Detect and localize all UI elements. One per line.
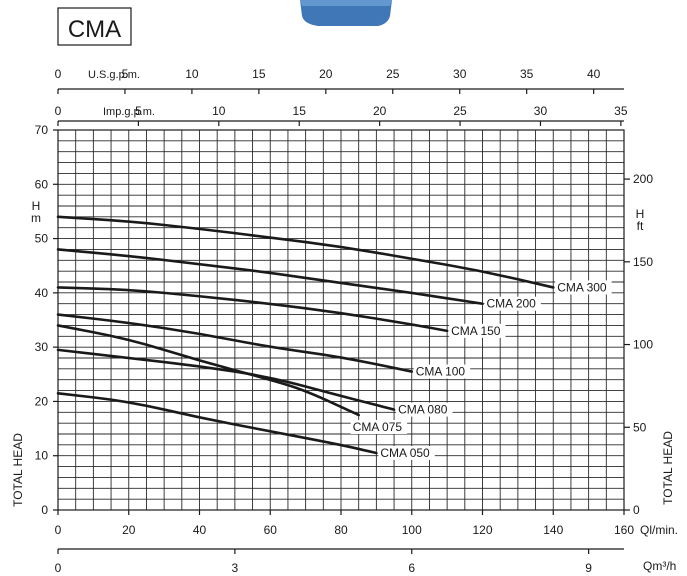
lpm-tick-label: 60 [264,523,278,537]
curve-cma-100 [56,313,414,373]
y-left-tick-label: 20 [35,394,49,408]
usgpm-tick-label: 40 [587,67,601,81]
curve-label-backdrop [413,364,471,379]
y-right-tick-label: 50 [633,420,647,434]
m3h-tick-label: 6 [408,561,415,575]
curve-label: CMA 200 [487,297,537,311]
y-left-tick-label: 60 [35,177,49,191]
curve-cma-150 [56,286,449,333]
y-left-tick-label: 40 [35,286,49,300]
impgpm-tick-label: 0 [55,104,62,118]
lpm-tick-label: 20 [122,523,136,537]
lpm-tick-label: 80 [334,523,348,537]
usgpm-tick-label: 10 [185,67,199,81]
curve-label-backdrop [484,296,541,311]
curve-cma-300 [56,215,555,289]
pump-image [300,0,392,26]
curve-cma-050 [56,391,378,455]
y-left-tick-label: 50 [35,232,49,246]
curve-label: CMA 050 [380,446,430,460]
usgpm-tick-label: 30 [453,67,467,81]
y-right-title: TOTAL HEAD [661,431,675,505]
usgpm-tick-label: 15 [252,67,266,81]
y-left-unit-m: m [31,211,41,225]
y-right-unit-h: H [636,207,645,221]
lpm-axis-label: Ql/min. [640,523,678,537]
curve-label-backdrop [350,420,408,434]
usgpm-tick-label: 35 [520,67,534,81]
title-box: CMA [57,7,132,46]
m3h-tick-label: 3 [232,561,239,575]
curve-cma-075 [56,324,360,417]
lpm-tick-label: 140 [543,523,563,537]
lpm-tick-label: 120 [472,523,492,537]
impgpm-tick-label: 5 [135,104,142,118]
top-flow-axes: U.S.g.p.m. Imp.g.p.m. 0 5 10 15 20 25 30 35 40 0 5… [55,67,628,126]
m3h-axis-label: Qm³/h [643,559,676,573]
curve-label: CMA 150 [451,324,501,338]
usgpm-tick-label: 20 [319,67,333,81]
impgpm-tick-label: 10 [212,104,226,118]
y-left-title: TOTAL HEAD [11,433,25,507]
usgpm-axis-label: U.S.g.p.m. [88,69,140,81]
y-right-unit-ft: ft [637,219,644,233]
y-right-tick-label: 100 [633,338,653,352]
y-right-tick-label: 200 [633,172,653,186]
y-right-tick-label: 150 [633,255,653,269]
y-right-tick-label: 0 [633,503,640,517]
lpm-tick-label: 40 [193,523,207,537]
impgpm-tick-label: 35 [614,104,628,118]
pump-curves: CMA 300 CMA 200 CMA 150 CMA 100 CMA 080 CMA 0… [56,215,612,460]
impgpm-tick-label: 30 [534,104,548,118]
curve-label-backdrop [378,446,435,460]
impgpm-axis-label: Imp.g.p.m. [103,106,155,118]
y-left-unit-h: H [32,199,41,213]
grid [57,129,625,511]
lpm-tick-label: 0 [55,523,62,537]
curve-label-backdrop [449,323,506,338]
impgpm-tick-label: 20 [373,104,387,118]
m3h-tick-label: 9 [585,561,592,575]
curve-cma-080 [56,348,396,411]
usgpm-tick-label: 25 [386,67,400,81]
bottom-flow-axes: Ql/min. Qm³/h 0 20 40 60 80 100 120 140 160 0 3 6 9 [55,510,678,575]
impgpm-tick-label: 15 [293,104,307,118]
y-left-tick-label: 70 [35,123,49,137]
lpm-tick-label: 160 [614,523,634,537]
curve-label: CMA 300 [557,280,607,294]
chart-title: CMA [68,16,121,43]
y-left-tick-label: 10 [35,449,49,463]
y-left-tick-label: 30 [35,340,49,354]
curve-label: CMA 080 [398,403,448,417]
impgpm-tick-label: 25 [453,104,467,118]
curve-label-backdrop [396,402,453,417]
curve-label-backdrop [555,280,612,295]
y-left-axis: H m TOTAL HEAD 0 10 20 30 40 50 60 70 [11,123,58,517]
curve-cma-200 [56,248,484,306]
curve-label: CMA 075 [353,420,403,434]
m3h-tick-label: 0 [55,561,62,575]
y-right-axis: H ft TOTAL HEAD 0 50 100 150 200 [624,172,675,517]
lpm-tick-label: 100 [402,523,422,537]
curve-label: CMA 100 [416,365,466,379]
y-left-tick-label: 0 [41,503,48,517]
usgpm-tick-label: 5 [122,67,129,81]
usgpm-tick-label: 0 [55,67,62,81]
